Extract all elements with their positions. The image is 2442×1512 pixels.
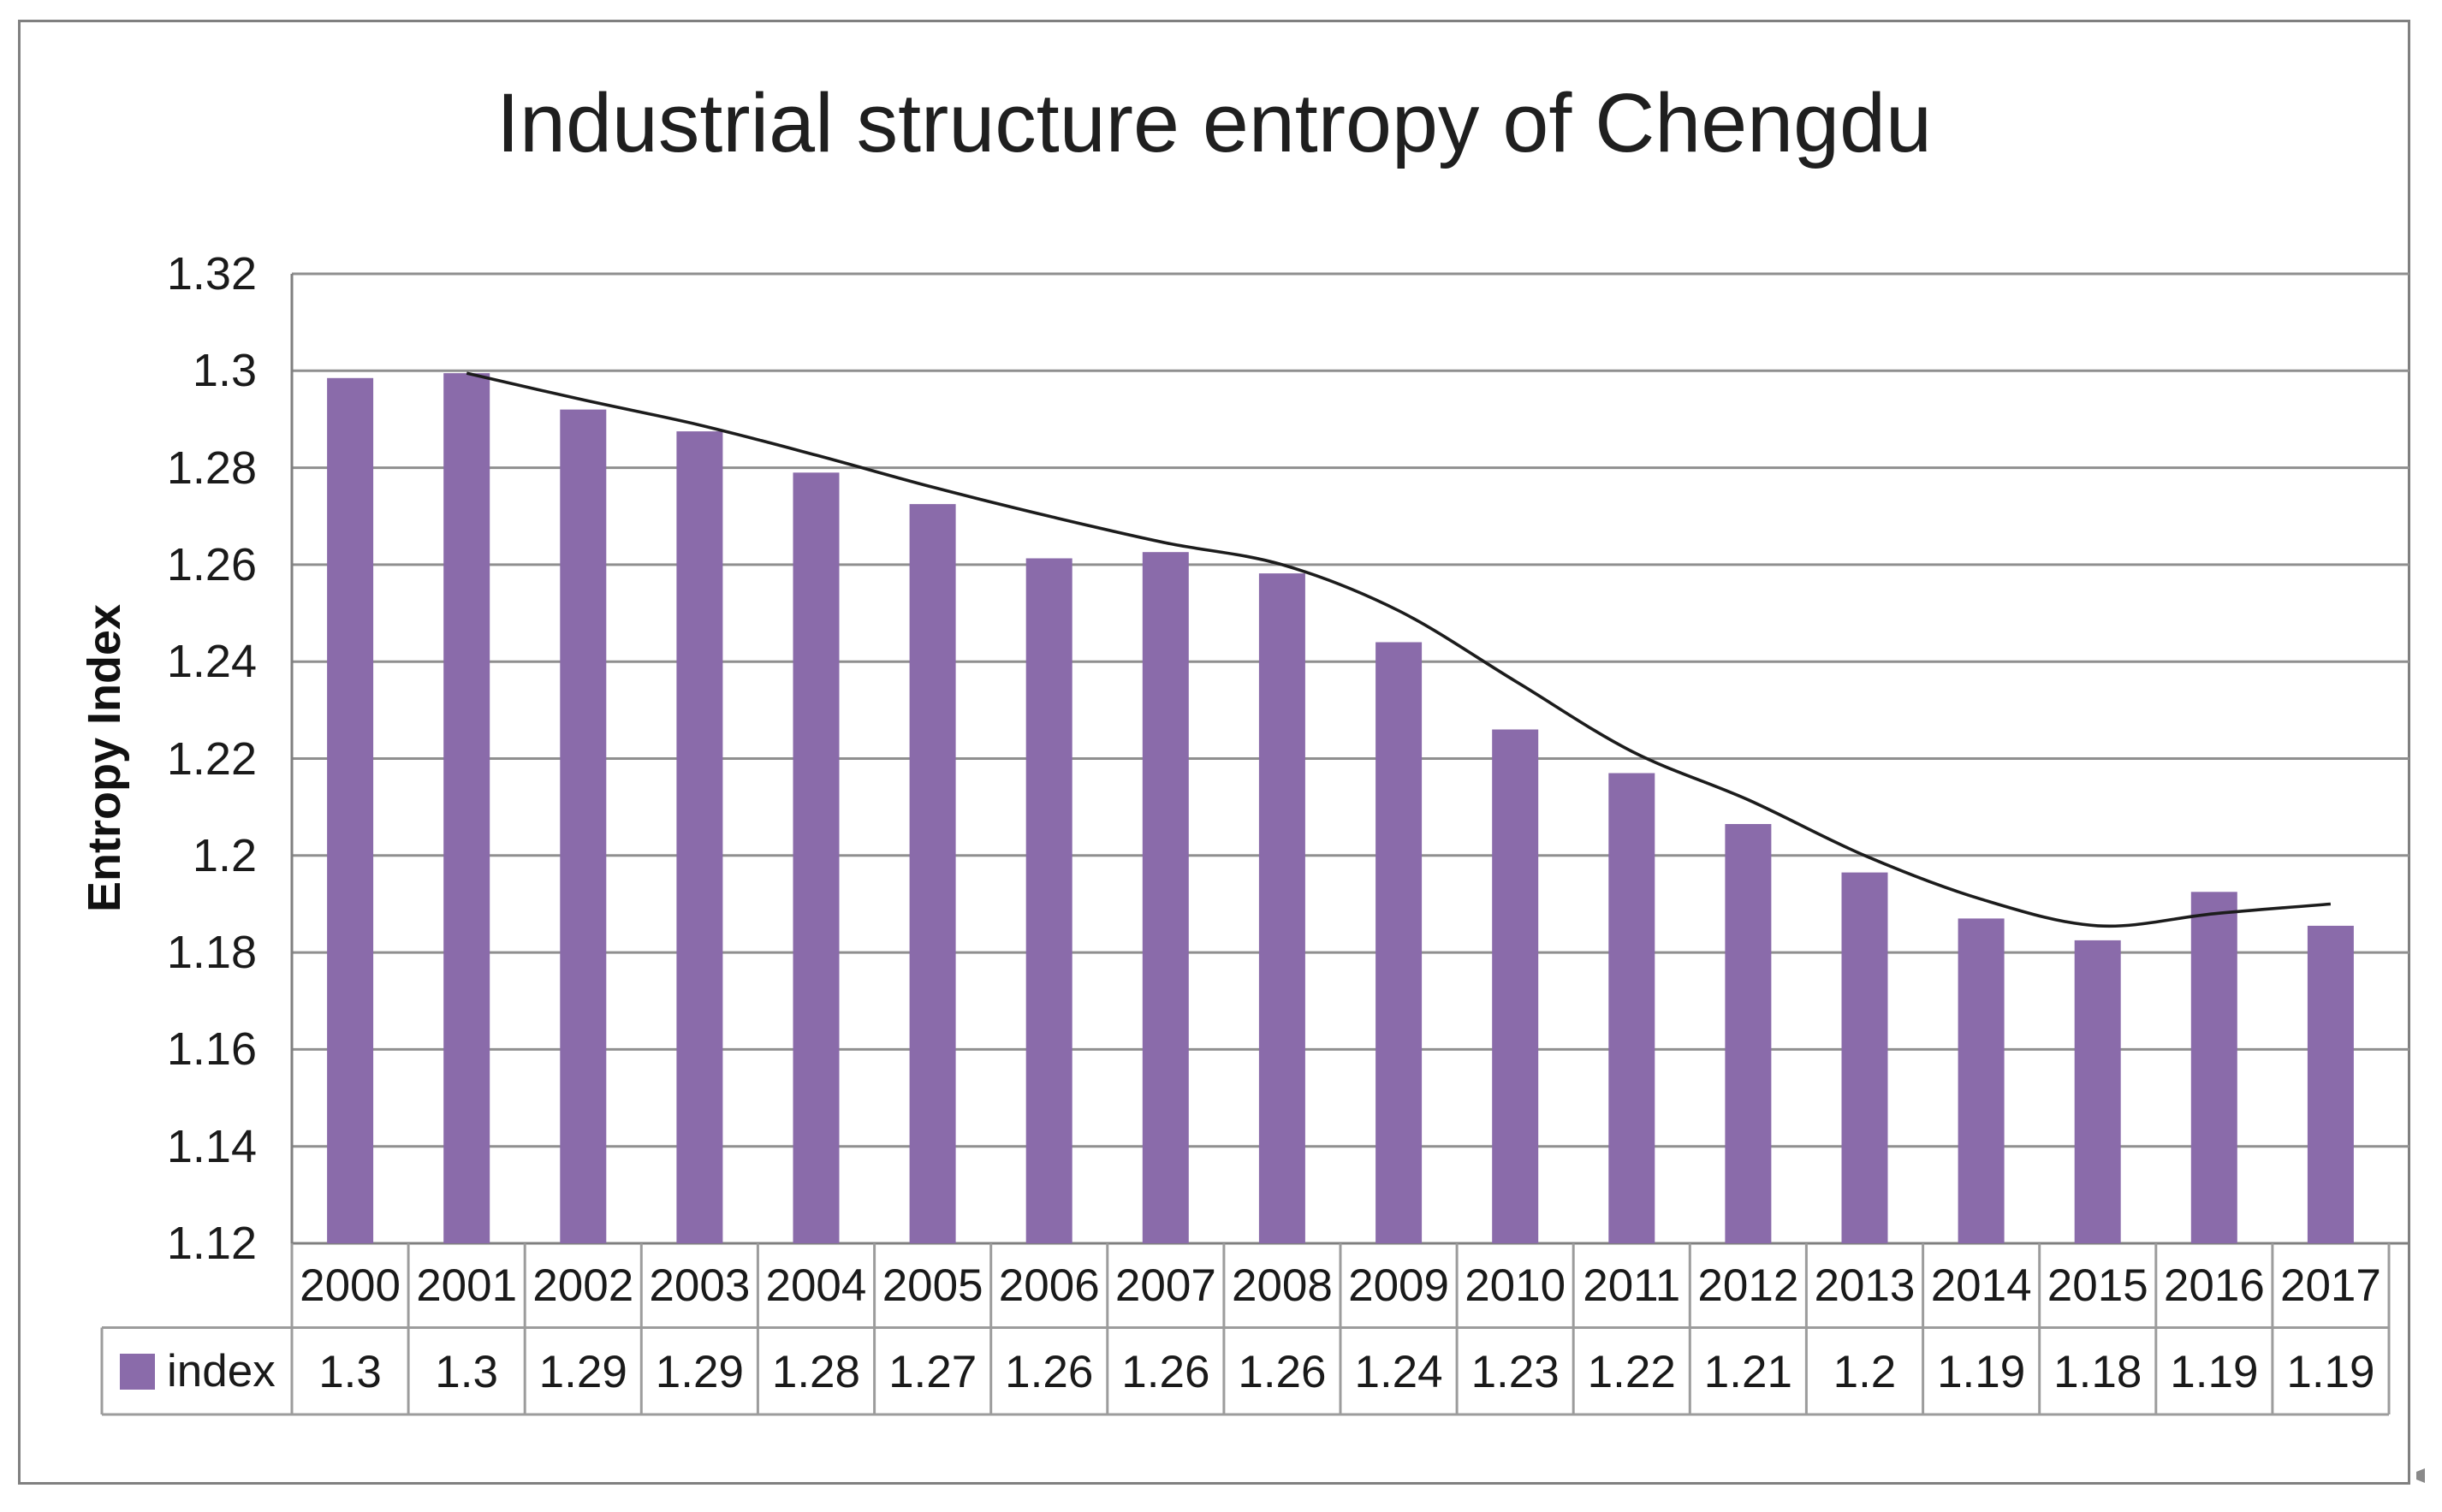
table-value-2002: 1.29	[538, 1346, 627, 1397]
x-category-label-2005: 2005	[882, 1260, 983, 1311]
y-tick-label-1.14: 1.14	[166, 1120, 257, 1172]
table-value-2006: 1.26	[1005, 1346, 1094, 1397]
table-value-2014: 1.19	[1937, 1346, 2026, 1397]
x-category-label-2014: 2014	[1930, 1260, 2032, 1311]
y-tick-label-1.16: 1.16	[166, 1023, 257, 1076]
series-color-swatch	[120, 1354, 155, 1390]
table-value-2016: 1.19	[2170, 1346, 2259, 1397]
y-tick-label-1.22: 1.22	[166, 732, 257, 785]
x-category-label-2001: 2001	[416, 1260, 518, 1311]
table-value-2015: 1.18	[2053, 1346, 2142, 1397]
bar-2006	[1025, 558, 1072, 1243]
bar-2011	[1608, 773, 1655, 1243]
bar-2007	[1142, 552, 1189, 1243]
x-category-label-2017: 2017	[2279, 1260, 2381, 1311]
x-category-label-2011: 2011	[1583, 1260, 1681, 1311]
x-category-label-2007: 2007	[1114, 1260, 1216, 1311]
x-category-label-2000: 2000	[300, 1260, 401, 1311]
bar-2016	[2190, 892, 2237, 1243]
table-value-2001: 1.3	[435, 1346, 498, 1397]
bar-2003	[676, 431, 723, 1244]
table-value-2013: 1.2	[1833, 1346, 1897, 1397]
y-tick-label-1.32: 1.32	[166, 248, 257, 299]
bar-2017	[2307, 925, 2354, 1243]
x-category-label-2016: 2016	[2163, 1260, 2265, 1311]
table-value-2000: 1.3	[318, 1346, 382, 1397]
table-value-2010: 1.23	[1471, 1346, 1560, 1397]
table-value-2008: 1.26	[1238, 1346, 1327, 1397]
y-tick-label-1.26: 1.26	[166, 538, 257, 590]
bar-2000	[327, 377, 374, 1243]
x-category-label-2012: 2012	[1697, 1260, 1799, 1311]
series-name-label: index	[167, 1346, 276, 1396]
x-category-label-2013: 2013	[1814, 1260, 1916, 1311]
y-tick-label-1.28: 1.28	[166, 442, 257, 494]
y-tick-label-1.24: 1.24	[166, 636, 257, 688]
x-category-label-2015: 2015	[2047, 1260, 2148, 1311]
chart-frame	[18, 20, 2410, 1485]
table-value-2003: 1.29	[655, 1346, 744, 1397]
table-value-2005: 1.27	[888, 1346, 977, 1397]
table-value-2009: 1.24	[1354, 1346, 1443, 1397]
table-value-2004: 1.28	[771, 1346, 861, 1397]
x-category-label-2010: 2010	[1465, 1260, 1566, 1311]
x-category-label-2006: 2006	[998, 1260, 1100, 1311]
bar-2008	[1258, 573, 1305, 1243]
table-value-2017: 1.19	[2286, 1346, 2375, 1397]
trend-line	[466, 371, 2332, 928]
x-category-label-2002: 2002	[532, 1260, 634, 1311]
table-value-2007: 1.26	[1121, 1346, 1210, 1397]
y-tick-label-1.12: 1.12	[166, 1218, 257, 1269]
y-tick-label-1.18: 1.18	[166, 927, 257, 979]
object-anchor-mark	[2416, 1468, 2425, 1483]
bar-2015	[2074, 940, 2121, 1243]
data-table-legend-cell: index	[102, 1329, 292, 1414]
bar-2012	[1725, 824, 1772, 1243]
x-category-label-2008: 2008	[1231, 1260, 1333, 1311]
bar-2004	[793, 472, 840, 1243]
y-tick-label-1.3: 1.3	[192, 345, 257, 397]
bar-2001	[443, 373, 490, 1244]
table-value-2012: 1.21	[1703, 1346, 1792, 1397]
bar-2010	[1492, 729, 1539, 1243]
bar-2005	[909, 504, 956, 1243]
chart-title: Industrial structure entropy of Chengdu	[496, 76, 1932, 169]
bar-2002	[560, 409, 607, 1244]
x-category-label-2003: 2003	[649, 1260, 751, 1311]
bar-2014	[1958, 918, 2005, 1243]
table-value-2011: 1.22	[1587, 1346, 1676, 1397]
bar-2013	[1841, 872, 1888, 1243]
y-tick-label-1.2: 1.2	[192, 829, 257, 881]
x-category-label-2004: 2004	[765, 1260, 867, 1311]
bar-2009	[1375, 642, 1423, 1243]
x-category-label-2009: 2009	[1348, 1260, 1449, 1311]
